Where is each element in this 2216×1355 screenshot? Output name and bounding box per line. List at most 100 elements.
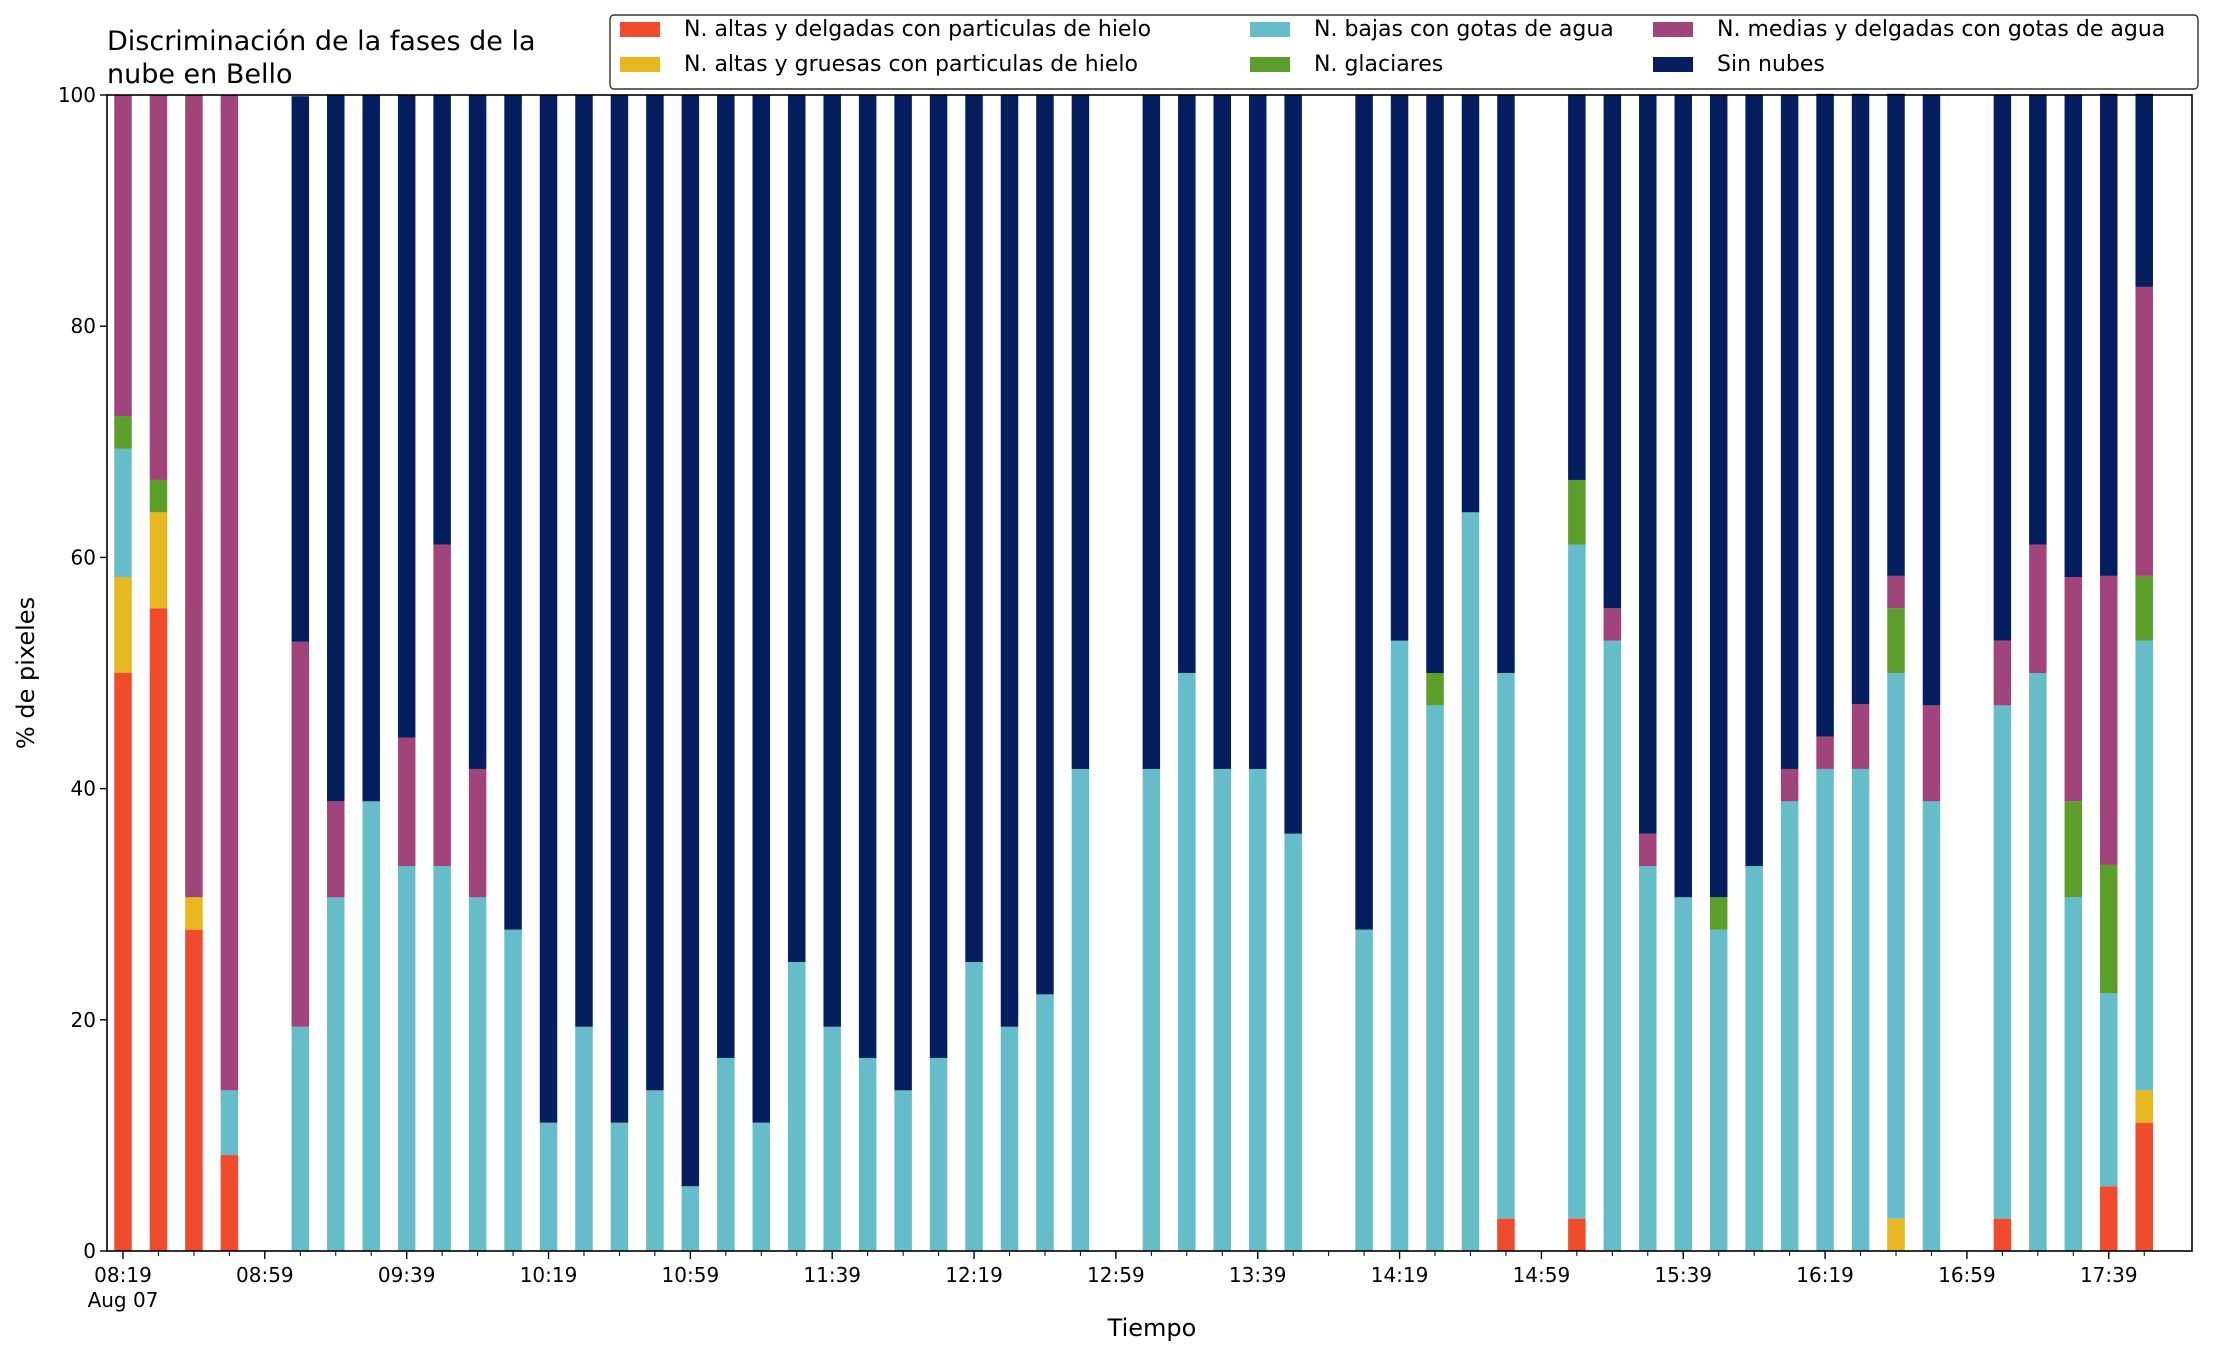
bar-segment-21-5 (858, 95, 877, 1058)
legend-swatch-3 (1250, 57, 1290, 72)
bar-segment-13-5 (575, 95, 593, 1027)
bar-segment-41-0 (1568, 1218, 1586, 1251)
bar-segment-5-5 (291, 96, 310, 642)
legend-label-0: N. altas y delgadas con particulas de hi… (684, 17, 1151, 42)
bar-segment-55-4 (2064, 577, 2083, 802)
x-tick-label-4: 10:59 (662, 1263, 720, 1287)
x-tick-label-3: 10:19 (520, 1263, 578, 1287)
x-tick-label-2: 09:39 (378, 1263, 436, 1287)
bar-segment-43-2 (1639, 866, 1657, 1251)
legend-swatch-2 (1250, 22, 1290, 37)
bar-segment-41-5 (1568, 95, 1586, 480)
x-tick-label-13: 16:59 (1938, 1263, 1996, 1287)
bar-segment-7-2 (362, 801, 380, 1251)
bar-segment-48-4 (1816, 736, 1834, 769)
bar-segment-15-5 (646, 95, 664, 1091)
bar-segment-12-2 (539, 1122, 558, 1251)
bar-segment-36-2 (1390, 640, 1409, 1251)
bar-segment-33-5 (1284, 95, 1302, 834)
bar-segment-7-5 (362, 95, 380, 802)
x-axis: 08:19 08:59 09:39 10:19 10:59 11:39 12:19 12:59… (88, 1251, 2145, 1312)
bar-segment-8-2 (397, 866, 416, 1251)
bar-segment-16-5 (681, 95, 700, 1187)
bar-segment-27-2 (1071, 768, 1090, 1251)
legend-label-2: N. bajas con gotas de agua (1314, 17, 1614, 42)
bar-segment-43-5 (1639, 95, 1657, 834)
bar-segment-16-2 (681, 1186, 700, 1251)
bar-segment-47-5 (1780, 95, 1799, 769)
bar-segment-51-4 (1922, 705, 1941, 802)
bar-segment-8-4 (397, 737, 416, 867)
bar-segment-2-4 (185, 95, 203, 898)
bar-segment-30-5 (1178, 95, 1196, 673)
bar-segment-21-2 (858, 1057, 877, 1251)
bar-segment-50-1 (1887, 1218, 1905, 1251)
bar-segment-10-5 (468, 95, 487, 769)
bar-segment-50-4 (1887, 575, 1905, 609)
bar-segment-25-5 (1000, 95, 1019, 1027)
bar-segment-6-5 (327, 95, 345, 802)
bar-segment-6-2 (327, 897, 345, 1251)
bar-segment-19-2 (787, 962, 806, 1251)
legend-label-5: Sin nubes (1717, 52, 1825, 77)
chart-title-line-2: nube en Bello (107, 59, 293, 90)
bar-segment-41-2 (1568, 544, 1586, 1219)
bar-segment-55-3 (2064, 801, 2083, 898)
bar-segment-11-2 (504, 929, 522, 1251)
bar-segment-15-2 (646, 1090, 664, 1251)
bar-segment-39-5 (1497, 95, 1515, 673)
bar-segment-31-2 (1213, 768, 1232, 1251)
bar-segment-46-5 (1745, 95, 1763, 867)
bar-segment-9-4 (433, 544, 451, 867)
bar-segment-13-2 (575, 1026, 593, 1251)
bar-segment-57-0 (2135, 1122, 2153, 1251)
bar-segment-2-0 (185, 929, 203, 1251)
legend-box (609, 14, 2199, 90)
bar-segment-44-2 (1674, 897, 1692, 1251)
bar-segment-54-5 (2029, 95, 2047, 545)
legend-swatch-4 (1653, 22, 1693, 37)
bar-segment-51-2 (1922, 801, 1941, 1251)
bar-segment-39-0 (1497, 1218, 1515, 1251)
bar-segment-0-2 (114, 448, 132, 578)
bar-segment-3-4 (220, 95, 239, 1091)
bar-segment-22-2 (894, 1090, 912, 1251)
bar-segment-57-1 (2135, 1090, 2153, 1123)
bar-segment-10-2 (468, 897, 487, 1251)
chart-title-line-1: Discriminación de la fases de la (107, 26, 536, 57)
bar-segment-1-3 (149, 479, 168, 513)
bar-segment-26-2 (1036, 994, 1054, 1251)
bar-segment-43-4 (1639, 833, 1657, 867)
x-tick-label-14: 17:39 (2080, 1263, 2138, 1287)
bar-segment-56-5 (2100, 93, 2118, 576)
bar-segment-18-2 (752, 1122, 771, 1251)
bar-segment-24-5 (965, 95, 983, 962)
bar-segment-32-2 (1248, 768, 1267, 1251)
bar-segment-2-1 (185, 897, 203, 930)
bar-segment-41-3 (1568, 479, 1586, 545)
bar-segment-50-5 (1887, 93, 1905, 576)
legend-swatch-1 (620, 57, 660, 72)
bar-segment-51-5 (1922, 95, 1941, 706)
bar-segment-56-2 (2100, 993, 2118, 1187)
bar-segment-27-5 (1071, 95, 1090, 769)
bar-segment-48-2 (1816, 768, 1834, 1251)
bar-segment-53-0 (1993, 1218, 2012, 1251)
x-tick-label-5: 11:39 (803, 1263, 861, 1287)
bar-segment-46-2 (1745, 866, 1763, 1251)
bar-segment-47-4 (1780, 768, 1799, 802)
legend-label-4: N. medias y delgadas con gotas de agua (1717, 17, 2165, 42)
bar-segment-55-2 (2064, 897, 2083, 1251)
y-axis: 0 20 40 60 80 100 (58, 83, 107, 1263)
bar-segment-36-5 (1390, 95, 1409, 641)
bar-segment-37-3 (1426, 673, 1444, 706)
bar-segment-53-4 (1993, 640, 2012, 706)
bar-segment-57-2 (2135, 640, 2153, 1091)
bar-segment-48-5 (1816, 93, 1834, 737)
y-tick-label-1: 20 (71, 1008, 96, 1032)
bar-segment-45-2 (1709, 929, 1728, 1251)
bar-segment-20-2 (823, 1026, 841, 1251)
bar-segment-8-5 (397, 95, 416, 738)
bar-segment-3-0 (220, 1155, 239, 1251)
bar-segment-9-5 (433, 95, 451, 545)
